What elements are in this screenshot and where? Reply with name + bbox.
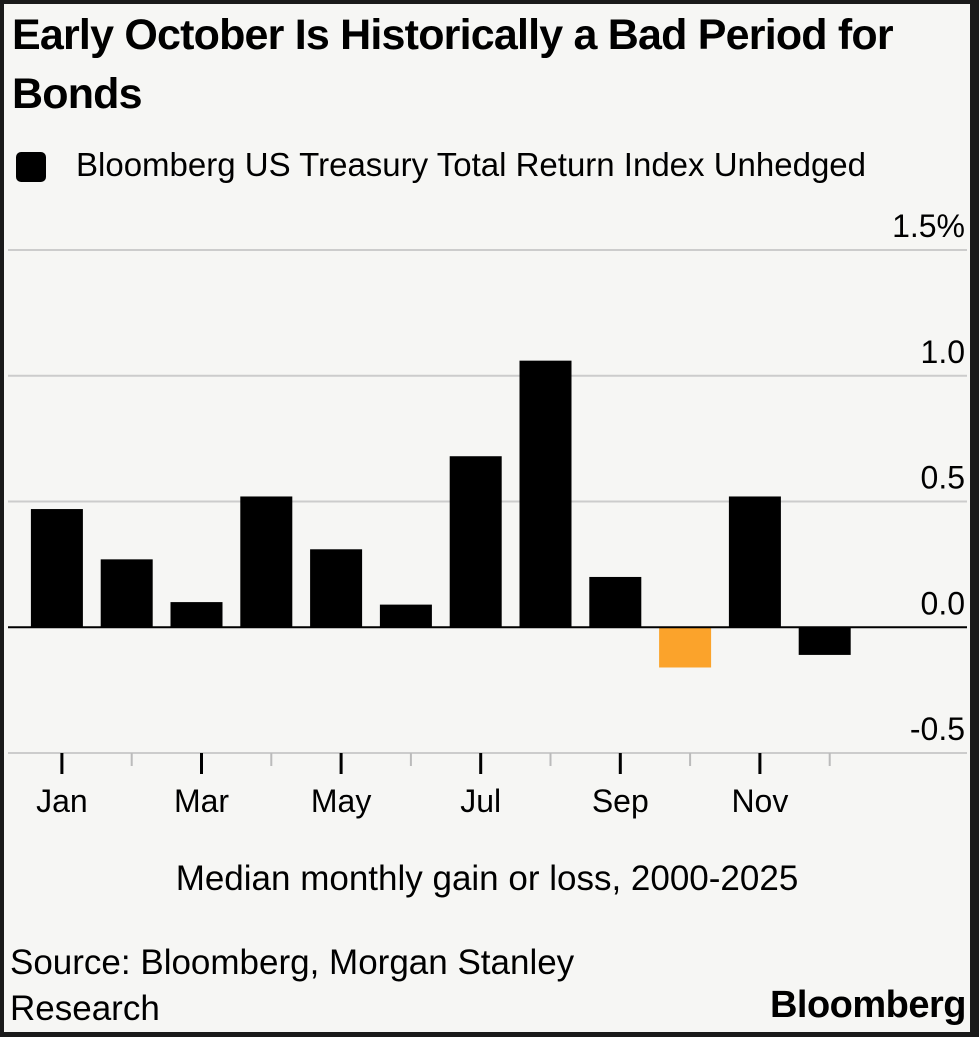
y-tick-label: 0.5 bbox=[921, 460, 965, 496]
bars bbox=[30, 360, 851, 668]
bar-mar bbox=[170, 602, 223, 628]
legend-label: Bloomberg US Treasury Total Return Index… bbox=[76, 146, 867, 183]
bar-jun bbox=[379, 604, 432, 628]
bar-feb bbox=[100, 559, 153, 628]
y-tick-label: 1.0 bbox=[921, 334, 965, 370]
y-tick-label: 1.5% bbox=[892, 208, 965, 244]
x-tick-label: Jan bbox=[36, 783, 88, 819]
source-note: Source: Bloomberg, Morgan Stanley Resear… bbox=[10, 943, 575, 1028]
bar-dec bbox=[798, 627, 851, 655]
x-tick-label: Sep bbox=[592, 783, 649, 819]
x-tick-label: Nov bbox=[731, 783, 788, 819]
bar-jan bbox=[30, 509, 83, 628]
bar-may bbox=[310, 549, 363, 628]
bar-oct bbox=[659, 627, 712, 668]
chart-subtitle: Median monthly gain or loss, 2000-2025 bbox=[175, 859, 799, 898]
y-tick-label: -0.5 bbox=[910, 711, 965, 747]
x-tick-label: May bbox=[311, 783, 371, 819]
bar-jul bbox=[449, 456, 502, 628]
bar-sep bbox=[589, 576, 642, 628]
x-tick-label: Jul bbox=[460, 783, 501, 819]
chart-card: Early October Is Historically a Bad Peri… bbox=[4, 4, 970, 1032]
bar-chart: 1.5% 1.0 0.5 0.0 -0.5 Jan Mar May Jul Sep Nov bbox=[8, 208, 967, 819]
bar-aug bbox=[519, 360, 572, 628]
x-tick-label: Mar bbox=[174, 783, 229, 819]
bar-apr bbox=[240, 496, 293, 628]
x-axis-ticks: Jan Mar May Jul Sep Nov bbox=[36, 753, 831, 819]
y-axis-ticks: 1.5% 1.0 0.5 0.0 -0.5 bbox=[892, 208, 965, 747]
legend-swatch bbox=[16, 152, 46, 182]
bar-nov bbox=[728, 496, 781, 628]
y-tick-label: 0.0 bbox=[921, 585, 965, 621]
chart-title: Early October Is Historically a Bad Peri… bbox=[12, 11, 894, 118]
bloomberg-logo: Bloomberg bbox=[769, 984, 967, 1026]
